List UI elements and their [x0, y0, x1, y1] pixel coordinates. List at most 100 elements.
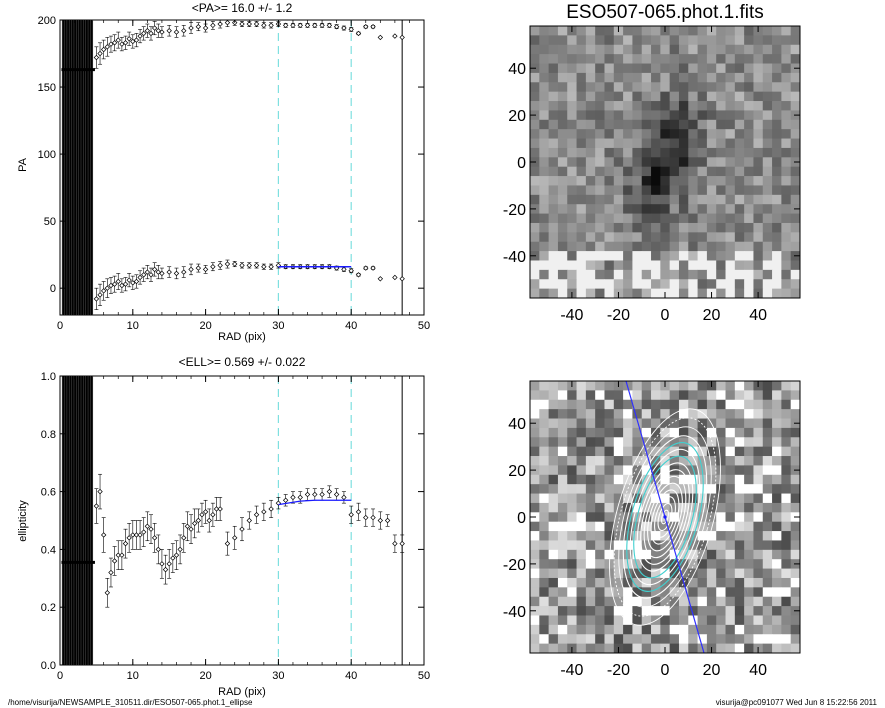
- image-pixel: [651, 26, 661, 36]
- image-pixel: [632, 157, 643, 168]
- data-point: [166, 561, 172, 567]
- image-pixel: [641, 157, 652, 168]
- image-pixel: [678, 213, 689, 224]
- image-pixel: [697, 606, 708, 616]
- image-pixel: [678, 44, 689, 55]
- image-pixel: [716, 54, 726, 64]
- image-pixel: [576, 418, 587, 429]
- image-pixel: [632, 194, 643, 205]
- image-pixel: [595, 634, 605, 645]
- image-pixel: [744, 119, 754, 130]
- image-pixel: [762, 577, 773, 588]
- image-pixel: [613, 484, 624, 494]
- image-pixel: [576, 437, 587, 448]
- image-pixel: [632, 110, 643, 121]
- image-pixel: [716, 465, 726, 476]
- image-pixel: [753, 63, 764, 74]
- image-pixel: [539, 251, 550, 261]
- image-pixel: [530, 531, 540, 541]
- image-pixel: [576, 232, 587, 243]
- data-point: [348, 512, 354, 518]
- data-point: [268, 22, 274, 29]
- image-pixel: [539, 643, 550, 654]
- image-pixel: [669, 54, 680, 64]
- image-pixel: [623, 91, 633, 102]
- isophote-ellipse: [654, 496, 676, 538]
- image-pixel: [660, 213, 671, 224]
- image-pixel: [530, 624, 540, 635]
- y-tick-label: -40: [503, 604, 526, 621]
- image-pixel: [660, 521, 671, 532]
- data-point: [268, 506, 274, 512]
- image-pixel: [557, 474, 568, 485]
- image-pixel: [688, 222, 698, 233]
- data-point: [319, 491, 325, 498]
- data-point: [195, 24, 202, 30]
- image-pixel: [567, 147, 577, 158]
- image-pixel: [651, 54, 661, 64]
- image-pixel: [548, 138, 559, 149]
- data-point: [202, 25, 209, 31]
- image-pixel: [604, 269, 615, 280]
- image-pixel: [660, 606, 671, 616]
- image-pixel: [623, 446, 633, 457]
- image-pixel: [613, 166, 624, 177]
- image-pixel: [632, 456, 643, 466]
- image-pixel: [604, 138, 615, 149]
- image-pixel: [613, 129, 624, 139]
- image-pixel: [557, 54, 568, 64]
- x-tick-label: -40: [560, 307, 583, 324]
- image-pixel: [585, 260, 596, 271]
- image-pixel: [716, 213, 726, 224]
- image-pixel: [725, 241, 736, 252]
- image-pixel: [557, 399, 568, 410]
- image-pixel: [716, 279, 726, 290]
- image-pixel: [706, 157, 717, 168]
- image-pixel: [725, 260, 736, 271]
- image-pixel: [539, 493, 550, 504]
- image-pixel: [669, 484, 680, 494]
- image-pixel: [734, 427, 745, 438]
- image-pixel: [660, 82, 671, 93]
- data-point: [93, 296, 100, 302]
- image-pixel: [744, 166, 754, 177]
- footer-file-path: /home/visurija/NEWSAMPLE_310511.dir/ESO5…: [8, 698, 253, 707]
- image-pixel: [762, 381, 773, 391]
- image-pixel: [678, 484, 689, 494]
- image-pixel: [706, 624, 717, 635]
- image-pixel: [688, 437, 698, 448]
- image-pixel: [567, 493, 577, 504]
- image-pixel: [660, 437, 671, 448]
- image-pixel: [790, 232, 801, 243]
- data-point: [333, 491, 340, 498]
- data-point: [290, 494, 296, 501]
- image-pixel: [539, 437, 550, 448]
- image-pixel: [660, 241, 671, 252]
- image-pixel: [595, 465, 605, 476]
- image-pixel: [604, 251, 615, 261]
- image-pixel: [567, 213, 577, 224]
- image-pixel: [725, 624, 736, 635]
- image-pixel: [641, 147, 652, 158]
- image-pixel: [669, 643, 680, 654]
- image-pixel: [734, 634, 745, 645]
- image-pixel: [678, 288, 689, 299]
- image-pixel: [641, 521, 652, 532]
- image-pixel: [539, 484, 550, 494]
- image-pixel: [716, 222, 726, 233]
- image-pixel: [790, 446, 801, 457]
- image-pixel: [557, 176, 568, 186]
- image-pixel: [790, 44, 801, 55]
- data-point: [162, 566, 169, 573]
- image-pixel: [530, 232, 540, 243]
- image-pixel: [632, 446, 643, 457]
- image-pixel: [651, 119, 661, 130]
- image-pixel: [790, 147, 801, 158]
- image-pixel: [623, 493, 633, 504]
- image-pixel: [762, 222, 773, 233]
- image-pixel: [744, 587, 754, 598]
- image-pixel: [781, 35, 792, 46]
- image-pixel: [585, 204, 596, 214]
- image-pixel: [557, 456, 568, 466]
- image-pixel: [613, 147, 624, 158]
